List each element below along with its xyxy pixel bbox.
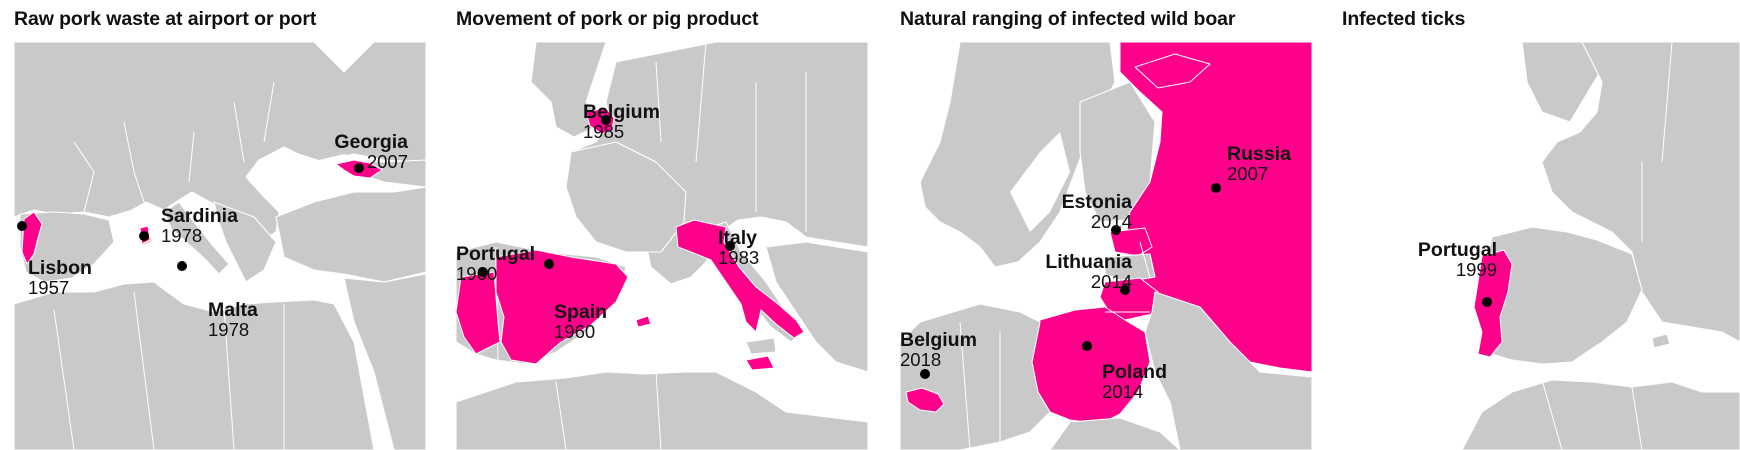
map-northeast-europe: [900, 42, 1312, 450]
place-year: 1957: [28, 277, 70, 298]
place-year: 2018: [900, 349, 942, 370]
panel-wild-boar: Natural ranging of infected wild boar: [900, 0, 1312, 450]
place-year: 1978: [208, 319, 250, 340]
map-svg: [14, 42, 426, 450]
place-label-georgia: Georgia 2007: [304, 132, 408, 172]
place-year: 1960: [456, 263, 498, 284]
place-name: Georgia: [334, 131, 408, 153]
map-western-europe: [456, 42, 868, 450]
place-label-portugal: Portugal 1999: [1362, 240, 1497, 280]
panel-raw-pork-waste: Raw pork waste at airport or port: [14, 0, 426, 450]
place-label-sardinia: Sardinia 1978: [161, 206, 238, 246]
panel-movement-of-pork: Movement of pork or pig product: [456, 0, 868, 450]
place-label-belgium: Belgium 2018: [900, 330, 977, 370]
place-label-belgium: Belgium 1985: [583, 102, 660, 142]
place-label-italy: Italy 1983: [718, 228, 759, 268]
place-year: 2014: [1090, 271, 1132, 292]
place-label-malta: Malta 1978: [208, 300, 258, 340]
place-label-lithuania: Lithuania 2014: [1010, 252, 1132, 292]
place-year: 1983: [718, 247, 760, 268]
place-label-russia: Russia 2007: [1227, 144, 1291, 184]
panel-title: Raw pork waste at airport or port: [14, 8, 317, 30]
map-svg: [900, 42, 1312, 450]
place-name: Estonia: [1061, 191, 1132, 213]
place-name: Spain: [554, 301, 608, 323]
place-year: 1978: [161, 225, 203, 246]
place-name: Lithuania: [1045, 251, 1132, 273]
place-label-poland: Poland 2014: [1102, 362, 1167, 402]
place-label-portugal: Portugal 1960: [456, 244, 535, 284]
place-name: Russia: [1227, 143, 1291, 165]
map-iberia: [1342, 42, 1740, 450]
place-year: 1985: [583, 121, 625, 142]
place-year: 2007: [1227, 163, 1269, 184]
place-name: Malta: [208, 299, 258, 321]
place-name: Lisbon: [28, 257, 92, 279]
panel-title: Natural ranging of infected wild boar: [900, 8, 1236, 30]
place-name: Portugal: [456, 243, 536, 265]
place-name: Portugal: [1417, 239, 1497, 261]
place-name: Poland: [1102, 361, 1168, 383]
place-name: Sardinia: [161, 205, 238, 227]
panel-infected-ticks: Infected ticks Portugal 1999: [1342, 0, 1740, 450]
place-label-lisbon: Lisbon 1957: [28, 258, 92, 298]
place-name: Belgium: [900, 329, 977, 351]
place-label-spain: Spain 1960: [554, 302, 607, 342]
place-name: Belgium: [583, 101, 660, 123]
panel-title: Movement of pork or pig product: [456, 8, 759, 30]
place-year: 2007: [366, 151, 408, 172]
place-label-estonia: Estonia 2014: [1010, 192, 1132, 232]
map-svg: [456, 42, 868, 450]
place-year: 1960: [554, 321, 596, 342]
map-svg: [1461, 42, 1740, 450]
place-year: 2014: [1090, 211, 1132, 232]
place-year: 2014: [1102, 381, 1144, 402]
panel-title: Infected ticks: [1342, 8, 1466, 30]
place-name: Italy: [718, 227, 758, 249]
place-year: 1999: [1455, 259, 1497, 280]
map-mediterranean: [14, 42, 426, 450]
